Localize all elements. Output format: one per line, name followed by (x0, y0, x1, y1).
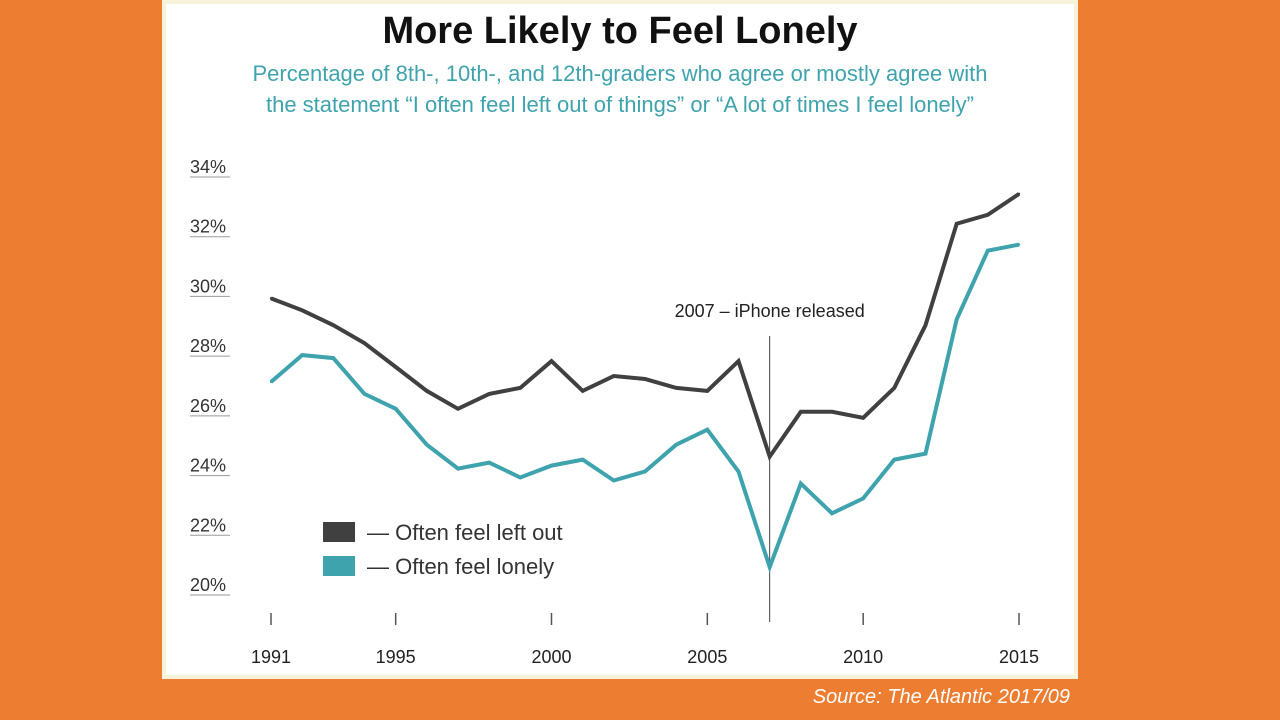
x-tick-label: 1991 (251, 647, 291, 667)
data-point (300, 309, 304, 312)
data-point (674, 386, 678, 390)
data-point (924, 452, 927, 455)
subtitle-line-2: the statement “I often feel left out of … (265, 92, 975, 117)
iphone-annotation-label: 2007 – iPhone released (675, 301, 865, 321)
chart-panel: More Likely to Feel Lonely Percentage of… (162, 0, 1078, 679)
data-point (363, 341, 366, 345)
data-point (955, 318, 958, 321)
data-point (456, 407, 460, 411)
data-point (550, 359, 553, 363)
series-line-left-out (270, 192, 1021, 462)
data-point (300, 353, 304, 357)
y-tick-label: 26% (190, 396, 226, 416)
data-point (487, 392, 491, 396)
series-line-lonely (269, 242, 1020, 574)
legend-label-lonely: — Often feel lonely (367, 554, 554, 579)
data-point (924, 324, 927, 327)
x-tick-label: 2005 (687, 647, 727, 667)
data-point (986, 249, 990, 252)
data-point (986, 213, 990, 216)
data-point (519, 386, 522, 390)
data-point (394, 407, 397, 411)
data-point (581, 458, 584, 461)
y-tick-label: 24% (190, 456, 226, 476)
data-point (332, 324, 335, 327)
data-point (519, 476, 522, 479)
data-point (706, 428, 709, 431)
chart-title: More Likely to Feel Lonely (382, 10, 858, 52)
data-point (269, 380, 273, 384)
data-point (674, 443, 678, 446)
data-point (1017, 192, 1021, 196)
data-point (612, 479, 616, 482)
data-point (612, 374, 616, 378)
legend-swatch-left-out (323, 522, 355, 542)
y-tick-label: 22% (190, 515, 226, 535)
data-point (893, 386, 896, 390)
data-point (581, 389, 584, 393)
legend-swatch-lonely (323, 556, 355, 576)
legend-label-left-out: — Often feel left out (367, 520, 563, 545)
data-point (456, 467, 460, 470)
data-point (425, 443, 429, 446)
data-point (830, 512, 834, 515)
data-point (706, 389, 709, 393)
y-tick-label: 20% (190, 575, 226, 595)
source-note: Source: The Atlantic 2017/09 (812, 686, 1070, 708)
data-point (332, 356, 335, 360)
data-point (269, 297, 273, 300)
data-point (768, 565, 771, 569)
data-point (768, 455, 771, 458)
subtitle-line-1: Percentage of 8th-, 10th-, and 12th-grad… (252, 61, 988, 86)
x-tick-label: 1995 (376, 647, 416, 667)
y-tick-label: 32% (190, 217, 226, 237)
data-point (643, 470, 647, 473)
data-point (737, 470, 740, 473)
data-point (955, 222, 958, 225)
data-point (861, 497, 865, 500)
data-point (737, 359, 740, 363)
data-point (363, 392, 366, 396)
data-point (799, 482, 803, 485)
data-point (394, 365, 397, 369)
data-point (1017, 243, 1021, 246)
data-point (799, 410, 803, 414)
x-tick-label: 2010 (843, 647, 883, 667)
chart-subtitle: Percentage of 8th-, 10th-, and 12th-grad… (182, 58, 1058, 120)
data-point (487, 461, 491, 464)
x-tick-label: 2015 (999, 647, 1039, 667)
line-chart: 20% 22% 24% 26% 28% 30% 32% 34% 1991 1995 2000 2005… (190, 157, 1039, 667)
data-point (643, 377, 647, 381)
data-point (830, 410, 834, 414)
x-tick-label: 2000 (531, 647, 571, 667)
y-tick-label: 34% (190, 157, 226, 177)
y-tick-label: 30% (190, 276, 226, 296)
data-point (425, 389, 429, 393)
data-point (861, 416, 865, 419)
data-point (550, 464, 553, 467)
data-point (893, 458, 896, 461)
y-tick-label: 28% (190, 336, 226, 356)
